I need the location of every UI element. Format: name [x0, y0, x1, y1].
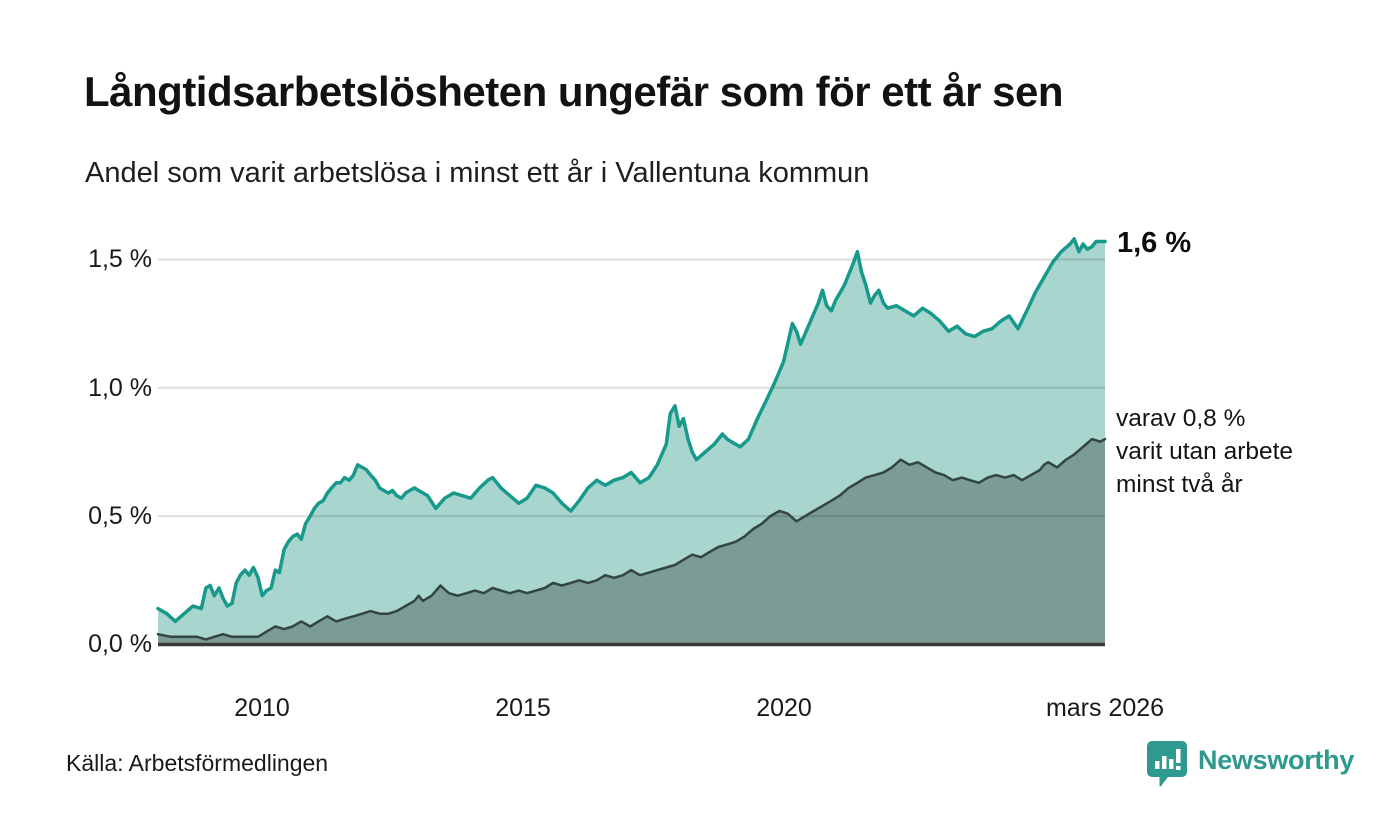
x-axis-tick-2015: 2015 [495, 694, 551, 722]
y-axis-tick-1-5: 1,5 % [88, 245, 152, 273]
annotation-line-3: minst två år [1116, 471, 1243, 498]
y-axis-tick-0-0: 0,0 % [88, 630, 152, 658]
annotation-line-1: varav 0,8 % [1116, 405, 1246, 432]
source-credit: Källa: Arbetsförmedlingen [66, 750, 329, 776]
newsworthy-logo-text: Newsworthy [1198, 745, 1355, 775]
y-axis-tick-0-5: 0,5 % [88, 502, 152, 530]
end-value-label-two-years: varav 0,8 % varit utan arbete minst två … [1116, 402, 1396, 501]
x-axis-tick-2020: 2020 [756, 694, 812, 722]
x-axis-tick-mars-2026: mars 2026 [1045, 694, 1165, 722]
end-value-label-total: 1,6 % [1117, 227, 1192, 259]
page-title: Långtidsarbetslösheten ungefär som för e… [84, 68, 1064, 115]
x-axis-tick-2010: 2010 [234, 694, 290, 722]
newsworthy-logo-icon [1147, 741, 1187, 787]
chart-subtitle: Andel som varit arbetslösa i minst ett å… [85, 157, 870, 189]
newsworthy-logo: Newsworthy [1146, 740, 1354, 792]
y-axis-tick-1-0: 1,0 % [88, 374, 152, 402]
annotation-line-2: varit utan arbete [1116, 438, 1294, 465]
